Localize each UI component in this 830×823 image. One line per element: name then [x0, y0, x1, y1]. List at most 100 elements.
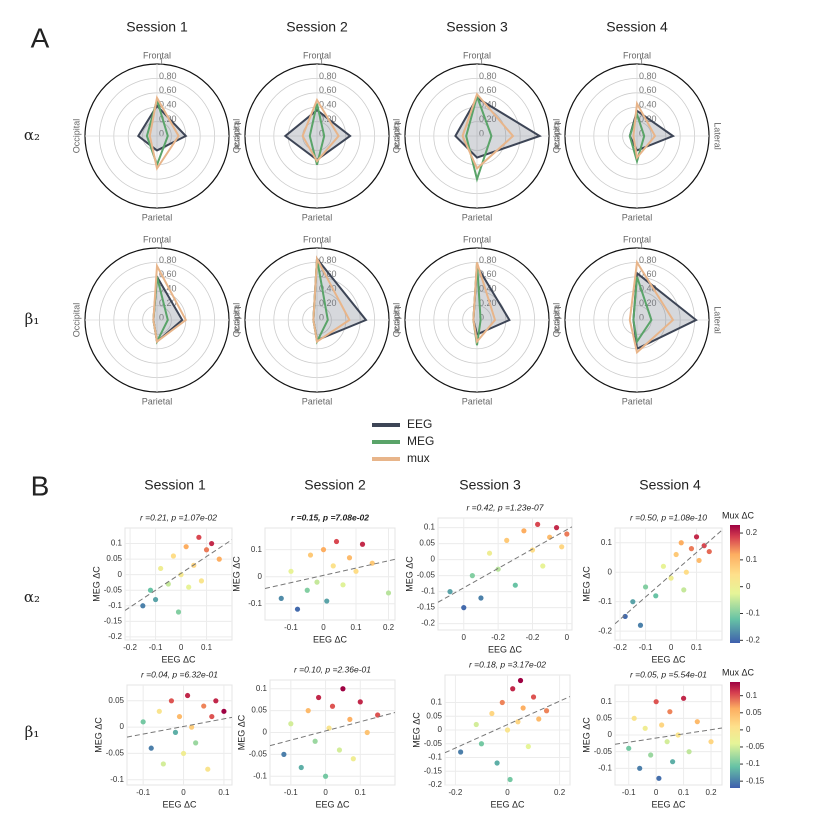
axis-label: Lateral [233, 306, 243, 334]
radar-series [465, 93, 493, 183]
r-tick-label: 1 [159, 56, 164, 66]
x-tick-label: 0 [321, 623, 326, 632]
x-tick-label: 0 [654, 788, 659, 797]
r-tick-label: 0.20 [159, 114, 177, 124]
column-title: Session 3 [459, 477, 521, 493]
r-tick-label: 0.40 [319, 100, 337, 110]
fit-line [445, 696, 570, 754]
point [630, 599, 636, 605]
x-tick-label: 0.1 [201, 643, 213, 652]
x-tick-label: 0 [462, 633, 467, 642]
point [305, 708, 311, 714]
point [521, 528, 527, 534]
x-tick-label: -0.1 [284, 788, 298, 797]
x-axis-label: EEG ΔC [490, 799, 525, 809]
r-tick-label: 0.20 [319, 298, 337, 308]
axis-label: Occipital [551, 119, 561, 154]
point [178, 572, 184, 578]
r-tick-label: 0 [159, 312, 164, 322]
point [447, 589, 453, 595]
y-axis-label: MEG ΔC [236, 714, 246, 750]
y-tick-label: 0.05 [419, 539, 435, 548]
x-tick-label: 0 [669, 643, 674, 652]
y-tick-label: 0.1 [111, 539, 123, 548]
y-tick-label: -0.1 [248, 599, 262, 608]
point [673, 551, 679, 558]
fit-line [265, 558, 395, 589]
scatter-title: r =0.05, p =5.54e-01 [630, 669, 707, 679]
r-tick-label: 0 [159, 128, 164, 138]
point [180, 750, 187, 757]
point [330, 563, 336, 569]
y-tick-label: 0 [608, 567, 613, 576]
r-tick-label: 0.60 [479, 269, 497, 279]
point [512, 582, 518, 588]
point [156, 708, 162, 714]
row-label: α₂ [24, 588, 40, 606]
axis-label: Frontal [463, 234, 491, 244]
y-tick-label: -0.1 [598, 597, 612, 606]
point [708, 739, 714, 745]
point [205, 766, 211, 772]
y-tick-label: -0.2 [428, 780, 442, 789]
fit-line [615, 727, 722, 745]
r-tick-label: 0.60 [319, 269, 337, 279]
point [642, 725, 648, 731]
scatter-title: r =0.42, p =1.23e-07 [466, 502, 543, 512]
r-tick-label: 1 [479, 56, 484, 66]
radar-series [312, 256, 368, 342]
point [324, 598, 330, 604]
point [622, 613, 628, 620]
x-tick-label: -0.1 [149, 643, 163, 652]
y-axis-label: MEG ΔC [581, 717, 591, 753]
colorbar [730, 525, 740, 643]
point [670, 759, 676, 765]
x-tick-label: -0.2 [613, 643, 627, 652]
x-axis-label: EEG ΔC [315, 799, 350, 809]
point [203, 547, 210, 553]
x-tick-label: -0.2 [526, 633, 540, 642]
y-tick-label: -0.1 [421, 587, 435, 596]
point [304, 587, 310, 593]
legend-label: MEG [407, 434, 434, 448]
point [312, 738, 318, 744]
axis-label: Occipital [231, 119, 241, 154]
point [213, 698, 219, 704]
fit-line [127, 716, 232, 738]
axis-label: Frontal [303, 234, 331, 244]
point [507, 776, 513, 783]
point [288, 721, 294, 727]
colorbar-tick-label: 0.05 [746, 708, 762, 717]
fit-line [438, 526, 572, 603]
point [170, 553, 177, 559]
column-title: Session 2 [286, 19, 348, 35]
point [680, 695, 687, 701]
axis-label: Frontal [623, 50, 651, 60]
point [660, 563, 667, 569]
legend-label: EEG [407, 417, 432, 431]
point [693, 534, 700, 540]
axis-label: Lateral [393, 306, 403, 334]
point [288, 568, 294, 574]
point [530, 694, 537, 700]
y-tick-label: 0.1 [601, 538, 613, 547]
plot-area [124, 527, 233, 641]
panel-label: B [31, 470, 50, 501]
point [221, 708, 227, 714]
x-tick-label: -0.2 [123, 643, 137, 652]
point [504, 727, 511, 733]
point [520, 705, 526, 711]
point [385, 590, 392, 596]
x-tick-label: -0.2 [449, 788, 463, 797]
r-tick-label: 1 [159, 240, 164, 250]
r-tick-label: 0 [479, 312, 484, 322]
axis-label: Occipital [71, 119, 81, 154]
colorbar-tick-label: 0 [746, 725, 751, 734]
point [543, 708, 550, 714]
y-tick-label: -0.2 [108, 632, 122, 641]
y-tick-label: 0.1 [256, 684, 268, 693]
x-tick-label: 0 [323, 788, 328, 797]
